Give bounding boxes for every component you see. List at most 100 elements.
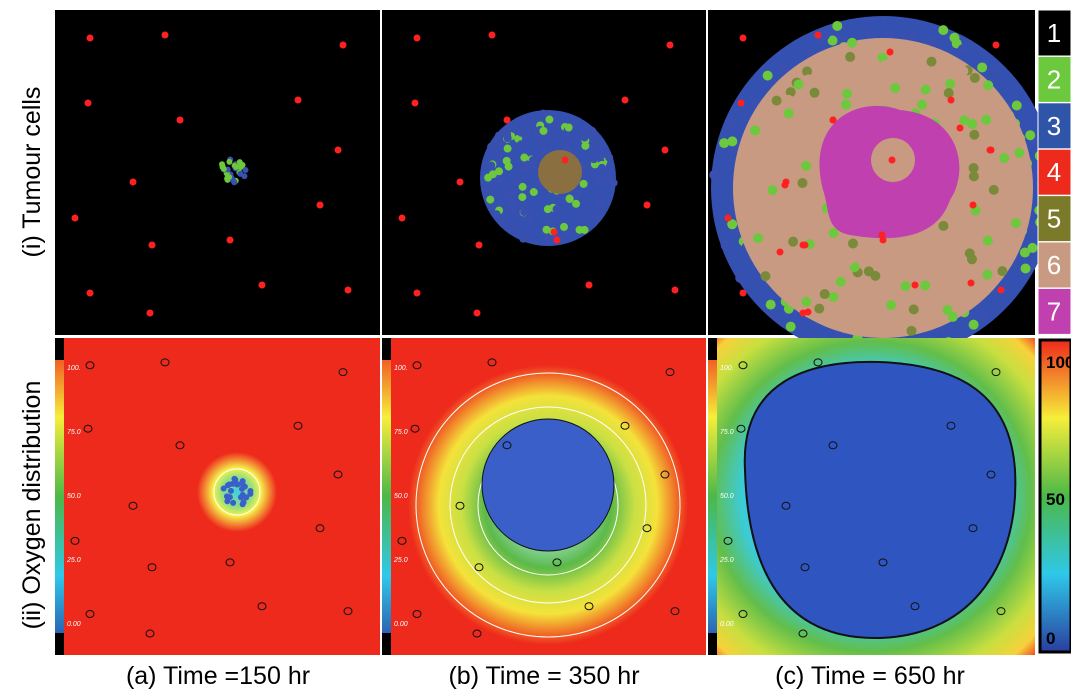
legend-swatch [1037, 287, 1071, 335]
cell [539, 109, 548, 118]
red-cell [488, 31, 496, 39]
cell [797, 177, 808, 188]
cell [969, 72, 980, 83]
cell [525, 214, 534, 223]
cell [798, 210, 809, 221]
cell [947, 272, 958, 283]
cell [507, 199, 516, 208]
cell [843, 256, 854, 267]
cell [996, 120, 1007, 131]
red-cell [84, 99, 92, 107]
cell [968, 163, 979, 174]
cell [564, 123, 573, 132]
red-cell [553, 236, 561, 244]
cell [727, 136, 738, 147]
red-cell [411, 99, 419, 107]
colorbar-label: 50 [1046, 490, 1065, 509]
colorbar-label: 100 [1046, 353, 1071, 372]
legend-label: 2 [1047, 64, 1061, 94]
red-cell [886, 48, 894, 56]
cell [739, 200, 750, 211]
cell [595, 174, 604, 183]
cell-outline [412, 610, 422, 619]
cell [579, 179, 588, 188]
cell [908, 304, 919, 315]
cell [785, 87, 796, 98]
cell [502, 156, 511, 165]
red-cell [226, 236, 234, 244]
cell-outline [584, 602, 594, 611]
red-cell [561, 156, 569, 164]
cell [793, 79, 804, 90]
cell [771, 167, 782, 178]
cell [595, 147, 604, 156]
red-cell [146, 309, 154, 317]
cell [845, 51, 856, 62]
contour [449, 406, 647, 604]
cell-outline [552, 558, 562, 567]
cell [496, 199, 505, 208]
panel-colorbar-end [708, 633, 717, 655]
cell-outline [343, 607, 353, 616]
cell [765, 299, 776, 310]
cell [545, 218, 554, 227]
cell [247, 490, 254, 497]
red-cell [781, 181, 789, 189]
cell [908, 30, 919, 41]
scale-label: 100. [720, 365, 734, 372]
cell [808, 257, 819, 268]
cell [594, 212, 603, 221]
cell [517, 128, 526, 137]
red-cell [776, 248, 784, 256]
cell [735, 273, 746, 284]
cell-outline [333, 470, 343, 479]
cell [886, 300, 897, 311]
cell-outline [293, 421, 303, 430]
row-label: (ii) Oxygen distribution [18, 381, 46, 630]
cell-outline [996, 607, 1006, 616]
cell [827, 35, 838, 46]
cell [236, 159, 243, 166]
cell [982, 269, 993, 280]
cell [239, 480, 246, 487]
red-cell [878, 231, 886, 239]
cell [1027, 242, 1038, 253]
legend-swatch [1037, 102, 1071, 150]
cell [609, 178, 618, 187]
cell-outline [315, 524, 325, 533]
red-cell [739, 34, 747, 42]
red-cell [671, 286, 679, 294]
red-cell [804, 308, 812, 316]
red-cell [911, 281, 919, 289]
cell [727, 118, 738, 129]
cell-outline [147, 563, 157, 572]
cell [999, 153, 1010, 164]
cell [762, 70, 773, 81]
cell [835, 276, 846, 287]
cell [968, 319, 979, 330]
panel-colorbar-end [55, 338, 64, 360]
red-cell [888, 156, 896, 164]
red-cell [997, 286, 1005, 294]
panel-colorbar [382, 338, 391, 655]
panel-colorbar [55, 338, 64, 655]
cell [231, 475, 238, 482]
cell [242, 167, 249, 174]
cell-outline [878, 558, 888, 567]
red-cell [739, 289, 747, 297]
cell [760, 271, 771, 282]
cell [977, 310, 988, 321]
red-cell [473, 309, 481, 317]
cell-outline [946, 421, 956, 430]
cell [842, 88, 853, 99]
cell-outline [665, 368, 675, 377]
cell-outline [813, 358, 823, 367]
cell [969, 129, 980, 140]
cell-outline [738, 610, 748, 619]
cell [920, 84, 931, 95]
cell-outline [160, 358, 170, 367]
cell-outline [736, 424, 746, 433]
cell [989, 63, 1000, 74]
cell [967, 119, 978, 130]
caption: (b) Time = 350 hr [448, 662, 639, 690]
